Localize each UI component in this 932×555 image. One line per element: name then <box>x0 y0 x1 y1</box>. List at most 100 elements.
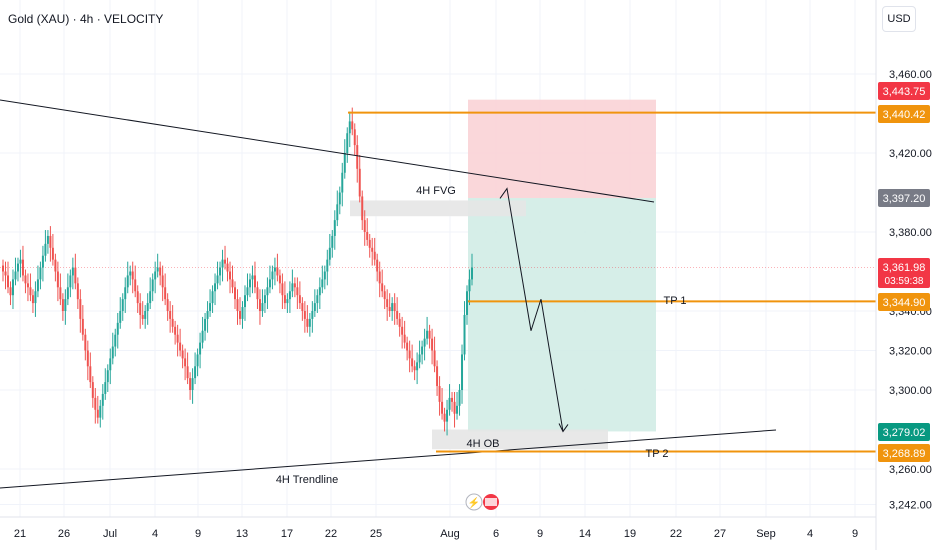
candle-body <box>426 330 429 339</box>
price-tag <box>878 293 930 311</box>
candle-body <box>411 358 414 367</box>
candle-body <box>353 129 356 146</box>
candle-body <box>229 271 232 280</box>
candle-body <box>316 295 319 304</box>
lower-trendline <box>0 429 777 489</box>
candle-body <box>266 287 269 296</box>
candle-body <box>146 303 149 311</box>
candle-body <box>66 287 69 300</box>
candle-body <box>4 271 7 276</box>
candle-body <box>333 220 336 236</box>
candle-body <box>24 275 27 284</box>
time-tick-label: 9 <box>195 528 201 540</box>
time-tick-label: 22 <box>325 528 337 540</box>
candle-body <box>433 350 436 367</box>
candle-body <box>226 263 229 272</box>
candle-body <box>41 255 44 268</box>
ob-zone <box>432 429 608 450</box>
candle-body <box>263 295 266 304</box>
candle-body <box>31 295 34 304</box>
candle-body <box>56 271 59 288</box>
time-tick-label: 13 <box>236 528 248 540</box>
candle-body <box>74 267 77 284</box>
candle-body <box>166 299 169 311</box>
candle-body <box>71 267 74 276</box>
candle-body <box>278 275 281 284</box>
trendline-label: 4H Trendline <box>276 474 338 486</box>
candle-body <box>191 378 194 390</box>
candle-body <box>54 259 57 272</box>
candle-body <box>396 311 399 319</box>
candle-body <box>149 291 152 304</box>
candle-body <box>9 287 12 296</box>
candle-body <box>219 267 222 276</box>
candle-body <box>453 401 456 414</box>
candle-body <box>131 271 134 280</box>
candle-body <box>296 287 299 296</box>
candle-body <box>6 275 9 288</box>
time-tick-label: 26 <box>58 528 70 540</box>
candle-body <box>461 354 464 390</box>
candle-body <box>281 283 284 296</box>
candle-body <box>89 366 92 383</box>
candle-body <box>14 271 17 280</box>
candle-body <box>144 311 147 319</box>
candle-body <box>194 366 197 379</box>
candle-body <box>256 287 259 300</box>
time-tick-label: Sep <box>756 528 776 540</box>
price-tag-label: 3,361.98 <box>883 262 926 274</box>
candle-body <box>398 318 401 327</box>
candle-body <box>246 287 249 296</box>
candle-body <box>251 275 254 280</box>
projection-arrowhead <box>558 423 569 433</box>
symbol-header: Gold (XAU) · 4h · VELOCITY <box>8 12 164 26</box>
candle-body <box>236 299 239 311</box>
candle-body <box>441 401 444 414</box>
candle-body <box>134 279 137 292</box>
candle-body <box>104 382 107 394</box>
candle-body <box>129 271 132 276</box>
candle-body <box>16 263 19 272</box>
candle-body <box>448 397 451 410</box>
candle-body <box>388 307 391 311</box>
candle-body <box>139 303 142 315</box>
drawings <box>0 99 876 489</box>
candle-body <box>446 409 449 422</box>
price-tag-label: 3,443.75 <box>883 86 926 98</box>
candle-body <box>271 271 274 280</box>
candle-body <box>401 326 404 335</box>
candle-body <box>46 235 49 244</box>
candle-body <box>171 318 174 327</box>
candle-body <box>323 271 326 280</box>
candle-body <box>106 370 109 383</box>
candle-body <box>418 354 421 363</box>
candle-body <box>156 267 159 272</box>
candle-body <box>196 354 199 367</box>
candle-body <box>311 311 314 319</box>
candle-body <box>456 405 459 414</box>
trade-zones <box>0 99 876 450</box>
candle-body <box>343 153 346 173</box>
candle-body <box>39 267 42 280</box>
candle-body <box>36 279 39 292</box>
price-tag-label: 3,440.42 <box>883 109 926 121</box>
price-tag-label: 3,268.89 <box>883 448 926 460</box>
candle-body <box>2 265 4 272</box>
currency-button[interactable]: USD <box>882 6 916 32</box>
candle-body <box>363 220 366 232</box>
candle-body <box>273 267 276 272</box>
candle-body <box>19 259 22 264</box>
candle-body <box>373 251 376 260</box>
time-tick-label: 21 <box>14 528 26 540</box>
time-tick-label: 4 <box>807 528 813 540</box>
time-tick-label: 14 <box>579 528 591 540</box>
price-tag <box>878 82 930 100</box>
time-tick-label: 27 <box>714 528 726 540</box>
candle-body <box>306 318 309 327</box>
candle-body <box>391 303 394 311</box>
candle-body <box>406 342 409 351</box>
candle-body <box>261 303 264 311</box>
candle-body <box>326 259 329 272</box>
